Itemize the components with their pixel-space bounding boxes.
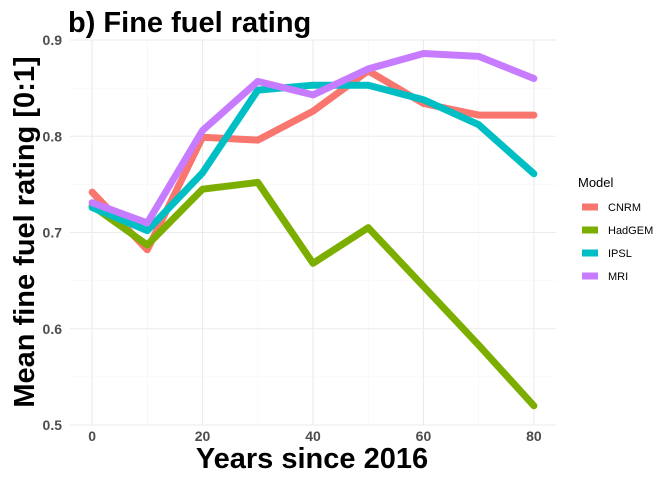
x-tick-label: 80 [526, 428, 542, 444]
y-axis-title: Mean fine fuel rating [0:1] [9, 56, 41, 407]
x-tick-labels: 0 20 40 60 80 [88, 428, 542, 444]
x-tick-label: 60 [416, 428, 432, 444]
x-tick-label: 0 [88, 428, 96, 444]
x-tick-label: 40 [305, 428, 321, 444]
series-line-mri [88, 50, 538, 227]
y-tick-label: 0.7 [43, 225, 63, 241]
y-tick-label: 0.9 [43, 32, 63, 48]
chart-title: b) Fine fuel rating [68, 7, 311, 39]
y-tick-label: 0.6 [43, 321, 63, 337]
y-tick-label: 0.8 [43, 128, 63, 144]
x-tick-label: 20 [195, 428, 211, 444]
y-tick-labels: 0.5 0.6 0.7 0.8 0.9 [43, 32, 63, 433]
x-axis-title: Years since 2016 [196, 443, 428, 475]
series-line-ipsl [88, 81, 538, 235]
legend-label-mri: MRI [608, 271, 628, 283]
y-tick-label: 0.5 [43, 417, 63, 433]
legend-label-ipsl: IPSL [608, 248, 632, 260]
legend: Model CNRM HadGEM IPSL MRI [578, 175, 653, 283]
series-lines [88, 50, 538, 410]
legend-label-hadgem: HadGEM [608, 225, 653, 237]
legend-label-cnrm: CNRM [608, 202, 641, 214]
legend-title: Model [578, 175, 614, 190]
series-line-hadgem [88, 178, 538, 410]
